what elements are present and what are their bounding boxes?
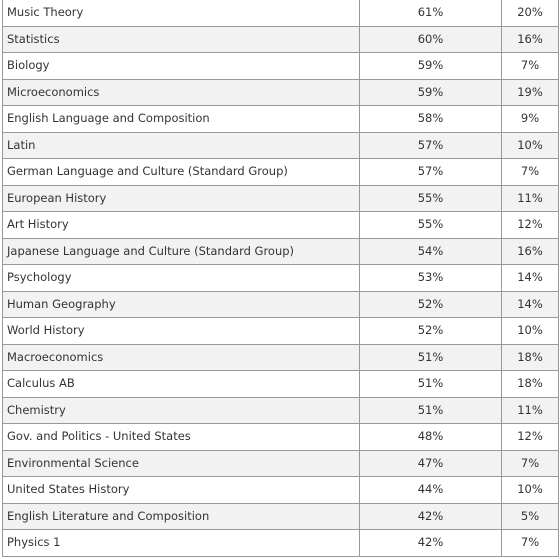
percent-cell-a: 42% bbox=[359, 502, 502, 530]
subject-cell: Japanese Language and Culture (Standard … bbox=[2, 237, 360, 265]
subject-cell: English Language and Composition bbox=[2, 105, 360, 133]
percent-cell-a: 59% bbox=[359, 52, 502, 80]
table-row: Art History 55% 12% bbox=[2, 211, 559, 239]
table-row: Macroeconomics 51% 18% bbox=[2, 343, 559, 371]
percent-cell-a: 52% bbox=[359, 290, 502, 318]
percent-cell-b: 7% bbox=[501, 158, 559, 186]
percent-cell-a: 52% bbox=[359, 317, 502, 345]
percent-cell-b: 14% bbox=[501, 264, 559, 292]
percent-cell-b: 9% bbox=[501, 105, 559, 133]
table-row: Microeconomics 59% 19% bbox=[2, 78, 559, 106]
percent-cell-a: 58% bbox=[359, 105, 502, 133]
percent-cell-b: 11% bbox=[501, 184, 559, 212]
percent-cell-b: 14% bbox=[501, 290, 559, 318]
percent-cell-b: 7% bbox=[501, 449, 559, 477]
table-row: Music Theory 61% 20% bbox=[2, 0, 559, 27]
percent-cell-a: 54% bbox=[359, 237, 502, 265]
table-row: Psychology 53% 14% bbox=[2, 264, 559, 292]
percent-cell-a: 55% bbox=[359, 211, 502, 239]
table-row: English Language and Composition 58% 9% bbox=[2, 105, 559, 133]
percent-cell-b: 7% bbox=[501, 52, 559, 80]
percent-cell-b: 5% bbox=[501, 502, 559, 530]
percent-cell-a: 53% bbox=[359, 264, 502, 292]
table-row: Human Geography 52% 14% bbox=[2, 290, 559, 318]
percent-cell-b: 18% bbox=[501, 370, 559, 398]
percent-cell-b: 10% bbox=[501, 476, 559, 504]
percent-cell-b: 20% bbox=[501, 0, 559, 27]
table-row: United States History 44% 10% bbox=[2, 476, 559, 504]
percent-cell-a: 51% bbox=[359, 370, 502, 398]
percent-cell-a: 51% bbox=[359, 343, 502, 371]
percent-cell-a: 47% bbox=[359, 449, 502, 477]
table-row: Environmental Science 47% 7% bbox=[2, 449, 559, 477]
subject-cell: Statistics bbox=[2, 25, 360, 53]
table-row: Japanese Language and Culture (Standard … bbox=[2, 237, 559, 265]
subject-cell: Latin bbox=[2, 131, 360, 159]
subject-cell: World History bbox=[2, 317, 360, 345]
subject-cell: Art History bbox=[2, 211, 360, 239]
table-row: English Literature and Composition 42% 5% bbox=[2, 502, 559, 530]
percent-cell-b: 19% bbox=[501, 78, 559, 106]
percent-cell-a: 42% bbox=[359, 529, 502, 557]
table-row: European History 55% 11% bbox=[2, 184, 559, 212]
percent-cell-a: 57% bbox=[359, 131, 502, 159]
percent-cell-b: 16% bbox=[501, 237, 559, 265]
percent-cell-a: 48% bbox=[359, 423, 502, 451]
table-row: German Language and Culture (Standard Gr… bbox=[2, 158, 559, 186]
table-row: Chemistry 51% 11% bbox=[2, 396, 559, 424]
table-row: Biology 59% 7% bbox=[2, 52, 559, 80]
subject-cell: English Literature and Composition bbox=[2, 502, 360, 530]
subject-cell: Microeconomics bbox=[2, 78, 360, 106]
table-row: Physics 1 42% 7% bbox=[2, 529, 559, 557]
subject-cell: Macroeconomics bbox=[2, 343, 360, 371]
percent-cell-a: 60% bbox=[359, 25, 502, 53]
percent-cell-a: 44% bbox=[359, 476, 502, 504]
table-row: Calculus AB 51% 18% bbox=[2, 370, 559, 398]
percent-cell-b: 10% bbox=[501, 131, 559, 159]
subject-cell: Calculus AB bbox=[2, 370, 360, 398]
percent-cell-b: 12% bbox=[501, 423, 559, 451]
percent-cell-b: 11% bbox=[501, 396, 559, 424]
percent-cell-b: 7% bbox=[501, 529, 559, 557]
subject-cell: Music Theory bbox=[2, 0, 360, 27]
percent-cell-b: 16% bbox=[501, 25, 559, 53]
percent-cell-b: 10% bbox=[501, 317, 559, 345]
percent-cell-b: 12% bbox=[501, 211, 559, 239]
table-row: Latin 57% 10% bbox=[2, 131, 559, 159]
subject-cell: Psychology bbox=[2, 264, 360, 292]
subject-cell: Physics 1 bbox=[2, 529, 360, 557]
table-row: Gov. and Politics - United States 48% 12% bbox=[2, 423, 559, 451]
percent-cell-b: 18% bbox=[501, 343, 559, 371]
subject-cell: European History bbox=[2, 184, 360, 212]
subject-cell: Gov. and Politics - United States bbox=[2, 423, 360, 451]
subject-cell: German Language and Culture (Standard Gr… bbox=[2, 158, 360, 186]
percent-cell-a: 55% bbox=[359, 184, 502, 212]
subject-cell: Biology bbox=[2, 52, 360, 80]
percent-cell-a: 57% bbox=[359, 158, 502, 186]
percent-cell-a: 51% bbox=[359, 396, 502, 424]
subject-cell: Chemistry bbox=[2, 396, 360, 424]
table-row: Statistics 60% 16% bbox=[2, 25, 559, 53]
subject-cell: United States History bbox=[2, 476, 360, 504]
percent-cell-a: 59% bbox=[359, 78, 502, 106]
subject-cell: Environmental Science bbox=[2, 449, 360, 477]
subject-cell: Human Geography bbox=[2, 290, 360, 318]
percent-cell-a: 61% bbox=[359, 0, 502, 27]
table-row: World History 52% 10% bbox=[2, 317, 559, 345]
